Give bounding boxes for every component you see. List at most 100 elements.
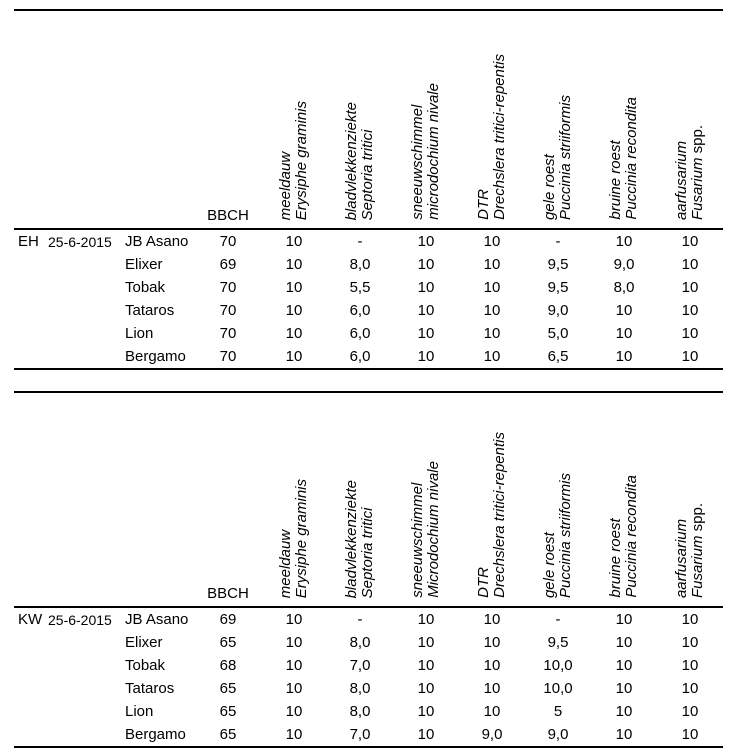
site-code-cell [14, 700, 48, 723]
table-row: Tataros 65 10 8,0 10 10 10,0 10 10 [14, 677, 723, 700]
date-cell [48, 631, 122, 654]
site-code-cell [14, 723, 48, 748]
score-cell: 10 [681, 611, 699, 628]
disease-latin-name: Fusarium spp. [689, 124, 706, 220]
score-cell: 6,0 [327, 345, 393, 370]
bbch-label: BBCH [207, 207, 249, 224]
score-cell: 10 [285, 325, 303, 342]
disease-latin-name: microdochium nivale [425, 83, 442, 220]
disease-common-name: sneeuwschimmel [409, 482, 426, 598]
score-cell: 9,0 [525, 723, 591, 748]
score-cell: 10 [285, 279, 303, 296]
variety-name-cell: Tataros [125, 680, 175, 697]
disease-latin-name: Puccinia striiformis [557, 94, 574, 220]
score-cell: 10 [483, 634, 501, 651]
header-spacer-date [48, 9, 122, 230]
variety-name-cell: Tobak [125, 657, 166, 674]
variety-name-cell: JB Asano [125, 233, 189, 250]
score-cell: 10 [285, 657, 303, 674]
site-code-cell: KW [18, 611, 43, 628]
score-cell: 10 [261, 345, 327, 370]
date-cell [48, 322, 122, 345]
score-cell: 7,0 [327, 723, 393, 748]
header-spacer-variety [122, 9, 195, 230]
score-cell: 10 [615, 233, 633, 250]
table-row: Bergamo 70 10 6,0 10 10 6,5 10 10 [14, 345, 723, 370]
header-spacer-variety [122, 391, 195, 608]
variety-name-cell: Elixer [125, 634, 163, 651]
variety-name-cell: Bergamo [122, 345, 195, 370]
bbch-value-cell: 69 [219, 256, 237, 273]
site-code-cell [14, 276, 48, 299]
score-cell: 10 [285, 302, 303, 319]
score-cell: 6,0 [349, 302, 371, 319]
score-cell: 10,0 [543, 680, 573, 697]
score-cell: 10 [483, 325, 501, 342]
bbch-value-cell: 70 [219, 279, 237, 296]
score-cell: - [357, 233, 363, 250]
score-cell: 10 [615, 703, 633, 720]
score-cell: 9,0 [547, 302, 569, 319]
score-cell: 10 [483, 680, 501, 697]
score-cell: - [555, 611, 561, 628]
rotated-header-label: bruine roest Puccinia recondita [607, 97, 640, 220]
bbch-value-cell: 70 [195, 345, 261, 370]
disease-common-name: aarfusarium [673, 140, 690, 220]
disease-common-name: sneeuwschimmel [409, 104, 426, 220]
score-cell: 10 [681, 256, 699, 273]
score-cell: 10 [285, 703, 303, 720]
bbch-value-cell: 70 [219, 302, 237, 319]
score-cell: 9,5 [547, 256, 569, 273]
rotated-header-label: bladvlekkenziekte Septoria tritici [343, 101, 376, 220]
disease-latin-name: Fusarium spp. [689, 502, 706, 598]
column-header-sneeuwschimmel: sneeuwschimmel microdochium nivale [393, 9, 459, 230]
disease-latin-name: Puccinia striiformis [557, 472, 574, 598]
column-header-bladvlekkenziekte: bladvlekkenziekte Septoria tritici [327, 9, 393, 230]
score-cell: - [555, 233, 561, 250]
table-row: Lion 70 10 6,0 10 10 5,0 10 10 [14, 322, 723, 345]
disease-common-name: bladvlekkenziekte [343, 101, 360, 220]
site-code-cell [14, 299, 48, 322]
score-cell: 10 [657, 723, 723, 748]
score-cell: 10 [681, 634, 699, 651]
score-cell: 10 [417, 256, 435, 273]
disease-score-table-eh: BBCH meeldauw Erysiphe graminis bladvlekke… [14, 9, 723, 370]
score-cell: 10 [681, 325, 699, 342]
score-cell: 10 [681, 680, 699, 697]
table-row: Tobak 70 10 5,5 10 10 9,5 8,0 10 [14, 276, 723, 299]
score-cell: 10 [681, 302, 699, 319]
rotated-header-label: gele roest Puccinia striiformis [541, 472, 574, 598]
score-cell: 10 [483, 279, 501, 296]
date-cell [48, 654, 122, 677]
rotated-header-label: meeldauw Erysiphe graminis [277, 100, 310, 220]
score-cell: 10 [615, 302, 633, 319]
table-row: Tobak 68 10 7,0 10 10 10,0 10 10 [14, 654, 723, 677]
score-cell: 10 [417, 279, 435, 296]
score-cell: 10 [285, 611, 303, 628]
column-header-meeldauw: meeldauw Erysiphe graminis [261, 9, 327, 230]
score-cell: 10 [393, 723, 459, 748]
date-cell [48, 345, 122, 370]
disease-common-name: bruine roest [607, 518, 624, 598]
date-cell [48, 723, 122, 748]
bbch-value-cell: 69 [219, 611, 237, 628]
score-cell: 9,0 [459, 723, 525, 748]
score-cell: 10,0 [543, 657, 573, 674]
column-header-gele-roest: gele roest Puccinia striiformis [525, 9, 591, 230]
site-code-cell [14, 253, 48, 276]
rotated-header-label: DTR Drechslera tritici-repentis [475, 54, 508, 220]
table-row: Bergamo 65 10 7,0 10 9,0 9,0 10 10 [14, 723, 723, 748]
column-header-bbch: BBCH [195, 9, 261, 230]
score-cell: 10 [483, 703, 501, 720]
score-cell: 8,0 [613, 279, 635, 296]
score-cell: 10 [417, 680, 435, 697]
date-cell: 25-6-2015 [48, 233, 112, 250]
disease-latin-name: Drechslera tritici-repentis [491, 432, 508, 598]
score-cell: 10 [681, 279, 699, 296]
score-cell: 10 [417, 325, 435, 342]
score-cell: 10 [591, 345, 657, 370]
bbch-value-cell: 68 [219, 657, 237, 674]
disease-latin-name: Erysiphe graminis [293, 100, 310, 220]
column-header-sneeuwschimmel: sneeuwschimmel Microdochium nivale [393, 391, 459, 608]
score-cell: 10 [483, 233, 501, 250]
